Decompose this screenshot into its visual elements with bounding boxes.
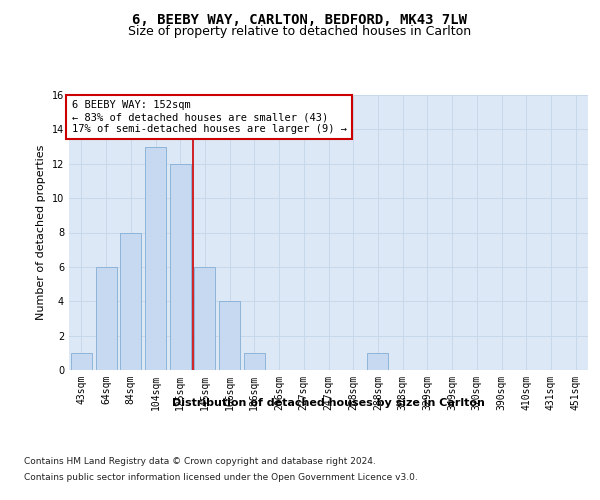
Text: Contains public sector information licensed under the Open Government Licence v3: Contains public sector information licen… [24, 472, 418, 482]
Bar [219, 301, 240, 370]
Bar [244, 353, 265, 370]
Bar [120, 232, 141, 370]
Text: Size of property relative to detached houses in Carlton: Size of property relative to detached ho… [128, 25, 472, 38]
Text: 6 BEEBY WAY: 152sqm
← 83% of detached houses are smaller (43)
17% of semi-detach: 6 BEEBY WAY: 152sqm ← 83% of detached ho… [71, 100, 347, 134]
Bar [194, 267, 215, 370]
Text: Contains HM Land Registry data © Crown copyright and database right 2024.: Contains HM Land Registry data © Crown c… [24, 458, 376, 466]
Bar [95, 267, 116, 370]
Text: 6, BEEBY WAY, CARLTON, BEDFORD, MK43 7LW: 6, BEEBY WAY, CARLTON, BEDFORD, MK43 7LW [133, 12, 467, 26]
Y-axis label: Number of detached properties: Number of detached properties [36, 145, 46, 320]
Bar [71, 353, 92, 370]
Bar [145, 146, 166, 370]
Text: Distribution of detached houses by size in Carlton: Distribution of detached houses by size … [172, 398, 485, 407]
Bar [170, 164, 191, 370]
Bar [367, 353, 388, 370]
